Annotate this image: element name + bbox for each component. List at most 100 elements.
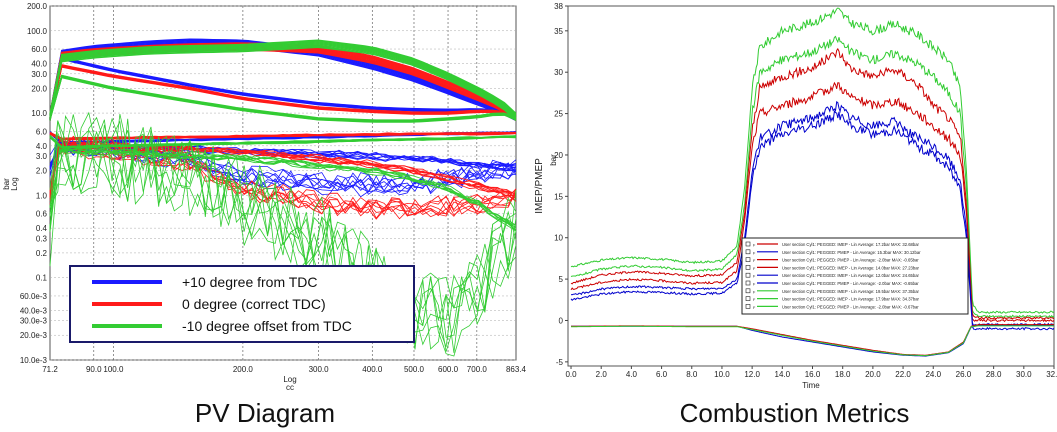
compression-stroke [49, 64, 517, 119]
x-axis-label: Time [802, 381, 820, 390]
y-tick-label: 15 [554, 192, 563, 201]
legend-label: User section Cyl1: PEGGED: PMEP - Lin Av… [782, 304, 919, 309]
x-tick-label: 24.0 [925, 370, 941, 379]
x-tick-label: 22.0 [895, 370, 911, 379]
y-tick-label: 0.1 [36, 274, 48, 283]
legend-marker: F [753, 251, 756, 255]
combustion-stroke [49, 44, 517, 119]
combustion-stroke [49, 40, 517, 115]
x-tick-label: 26.0 [956, 370, 972, 379]
legend-label: User section Cyl1: PEGGED: PMEP - Lin Av… [782, 258, 919, 263]
y-tick-label: 10.0e-3 [20, 356, 48, 365]
x-tick-label: 700.0 [467, 365, 488, 374]
intake-stroke [49, 114, 517, 333]
x-tick-label: 28.0 [986, 370, 1002, 379]
y-tick-label: 20 [554, 151, 563, 160]
pv-series-group [49, 38, 517, 357]
y-tick-label: 60.0e-3 [20, 292, 48, 301]
cm-series-group [570, 7, 1055, 357]
legend-checkbox [745, 280, 751, 286]
legend-marker: F [753, 275, 756, 279]
intake-branch-stroke [49, 148, 517, 231]
legend-label: -10 degree offset from TDC [182, 318, 352, 334]
legend-label: User section Cyl1: PEGGED: PMEP - Lin Av… [782, 281, 919, 286]
y-tick-label: 30 [554, 68, 563, 77]
pv-diagram-chart: 71.2 90.0 100.0 200.0 300.0 400.0 500.0 600.0 70… [0, 0, 530, 392]
y-tick-label: 40.0e-3 [20, 306, 48, 315]
intake-branch-stroke [49, 147, 517, 228]
combustion-stroke [49, 46, 517, 122]
compression-stroke [49, 56, 517, 119]
y-tick-label: 0.4 [36, 224, 48, 233]
y-axis-unit: bar [549, 154, 558, 166]
metric-series-3 [570, 81, 1055, 323]
x-tick-label: 200.0 [233, 365, 254, 374]
x-axis-label: Log [283, 375, 296, 384]
intake-stroke [49, 116, 517, 338]
y-tick-label: 35 [554, 27, 563, 36]
legend-marker: F [753, 298, 756, 302]
legend-marker: F [753, 244, 756, 248]
y-tick-label: 60.0 [31, 45, 47, 54]
x-tick-label: 100.0 [103, 365, 124, 374]
x-tick-label: 30.0 [1016, 370, 1032, 379]
combustion-chart-svg: 0.0 2.0 4.0 6.0 8.0 10.0 12.0 14.0 16.0 18.0 20.0 2… [534, 2, 1057, 390]
y-tick-label: 6.0 [36, 127, 48, 136]
legend-label: User section Cyl1: PEGGED: PMEP - Lin Av… [782, 250, 921, 255]
x-tick-label: 8.0 [686, 370, 698, 379]
y-tick-label: 0.6 [36, 210, 48, 219]
y-tick-label: 0 [559, 316, 564, 325]
x-tick-label: 0.0 [565, 370, 577, 379]
intake-stroke [49, 140, 517, 216]
x-tick-label: 14.0 [775, 370, 791, 379]
y-tick-label: 4.0 [36, 142, 48, 151]
y-tick-label: 3.0 [36, 152, 48, 161]
legend-box [741, 237, 969, 315]
combustion-stroke [49, 41, 517, 116]
x-tick-label: 2.0 [596, 370, 608, 379]
metric-series-2 [570, 47, 1055, 320]
legend-label: User section Cyl1: PEGGED: IMEP - Lin Av… [782, 297, 920, 302]
y-tick-label: 40.0 [31, 60, 47, 69]
y-tick-label: 5 [559, 275, 564, 284]
exhaust-stroke [49, 131, 517, 139]
combustion-stroke [49, 43, 517, 118]
y-tick-label: 2.0 [36, 167, 48, 176]
legend-marker: F [753, 267, 756, 271]
metric-series-8 [571, 325, 1054, 357]
y-tick-label: 10.0 [31, 109, 47, 118]
legend-checkbox [745, 265, 751, 270]
metric-series-0 [570, 7, 1055, 314]
series-2 [49, 39, 517, 357]
intake-stroke [49, 117, 517, 347]
y-tick-label: 1.0 [36, 191, 48, 200]
y-axis-label: IMEP/PMEP [534, 158, 545, 214]
legend-label: +10 degree from TDC [182, 274, 318, 290]
y-tick-label: 200.0 [27, 2, 48, 11]
combustion-metrics-chart: 0.0 2.0 4.0 6.0 8.0 10.0 12.0 14.0 16.0 18.0 20.0 2… [532, 0, 1057, 392]
x-tick-label: 20.0 [865, 370, 881, 379]
y-tick-label: 10 [554, 234, 563, 243]
exhaust-stroke [49, 134, 517, 148]
intake-stroke [49, 114, 517, 353]
x-tick-label: 16.0 [805, 370, 821, 379]
metric-series-1 [570, 35, 1055, 319]
intake-stroke [49, 136, 517, 214]
legend-marker: F [753, 290, 756, 294]
combustion-metrics-caption: Combustion Metrics [679, 398, 910, 428]
intake-stroke [49, 115, 517, 357]
legend-label: 0 degree (correct TDC) [182, 296, 326, 312]
compression-stroke [49, 74, 517, 121]
x-axis-unit: cc [286, 383, 294, 392]
x-tick-label: 500.0 [404, 365, 425, 374]
intake-stroke [49, 137, 517, 213]
x-tick-label: 10.0 [714, 370, 730, 379]
x-tick-label: 32.0 [1046, 370, 1057, 379]
x-tick-label: 18.0 [835, 370, 851, 379]
legend-checkbox [745, 288, 751, 294]
legend-checkbox [745, 296, 751, 301]
y-tick-label: 25 [554, 110, 563, 119]
legend-checkbox [745, 304, 751, 309]
y-tick-label: 0.2 [36, 249, 48, 258]
y-axis-unit: bar [2, 178, 11, 190]
